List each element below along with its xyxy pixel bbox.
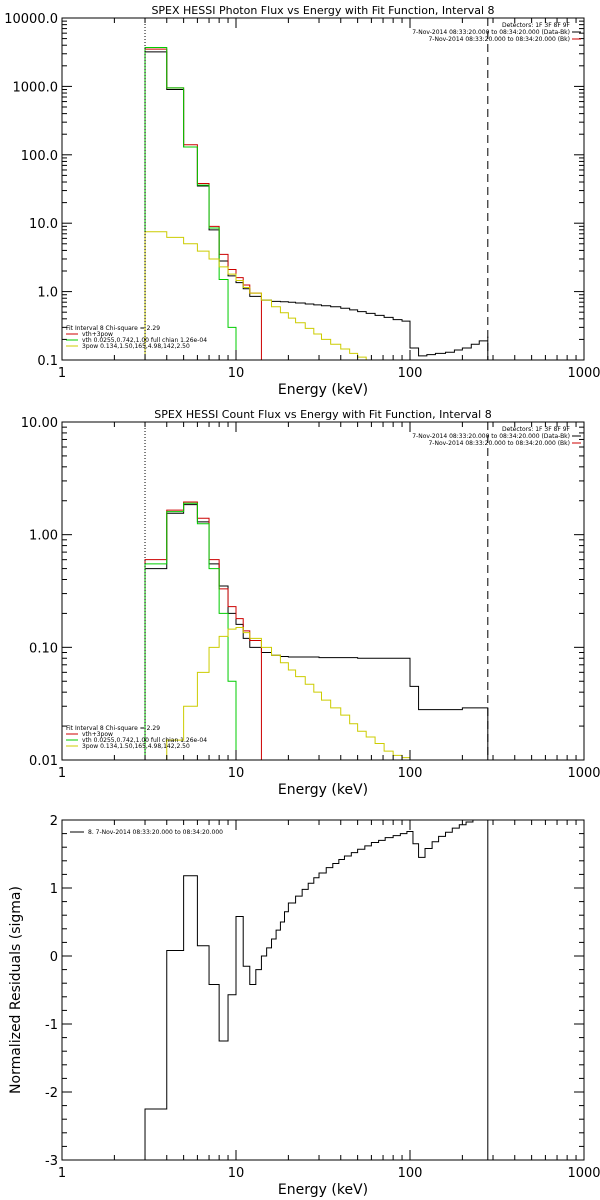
y-tick-label: 0.10 (29, 641, 58, 656)
chart-title: SPEX HESSI Count Flux vs Energy with Fit… (154, 408, 491, 421)
series-line-data-bk (144, 504, 489, 760)
legend-entry: 8. 7-Nov-2014 08:33:20.000 to 08:34:20.0… (88, 829, 223, 836)
y-tick-label: -3 (45, 1154, 58, 1169)
x-tick-label: 1 (58, 766, 66, 781)
plot-frame (61, 421, 585, 761)
x-axis-label: Energy (keV) (278, 782, 368, 798)
legend-entry: vth+3pow (82, 731, 113, 738)
legend-title: Fit Interval 8 Chi-square = 2.29 (66, 725, 160, 732)
x-tick-label: 1000 (567, 366, 600, 381)
y-tick-label: 10000.0 (4, 12, 58, 27)
series-group (144, 501, 489, 760)
series-line-vth-3pow (144, 501, 262, 760)
x-tick-label: 10 (228, 766, 245, 781)
series-line-data-bk (144, 51, 489, 360)
plot-panel-2: SPEX HESSI Count Flux vs Energy with Fit… (21, 408, 600, 798)
series-line-3pow (145, 626, 411, 760)
info-line: 7-Nov-2014 08:33:20.000 to 08:34:20.000 … (412, 433, 570, 440)
y-tick-label: 1 (50, 882, 58, 897)
x-tick-label: 1000 (567, 766, 600, 781)
series-group (144, 47, 489, 360)
plot-frame (61, 819, 585, 1161)
x-tick-label: 100 (398, 1166, 423, 1181)
y-tick-label: 0.01 (29, 754, 58, 769)
x-tick-label: 1000 (567, 1166, 600, 1181)
y-tick-label: 1.0 (37, 286, 58, 301)
y-tick-label: 1.00 (29, 529, 58, 544)
info-line: 7-Nov-2014 08:33:20.000 to 08:34:20.000 … (428, 36, 570, 43)
series-line-vth-3pow (144, 48, 262, 360)
series-line-3pow (144, 231, 385, 360)
legend-entry: 3pow 0.134,1.50,165,4.98,142,2.50 (82, 743, 190, 750)
info-line: 7-Nov-2014 08:33:20.000 to 08:34:20.000 … (412, 29, 570, 36)
x-tick-label: 100 (398, 366, 423, 381)
y-tick-label: 1000.0 (13, 80, 59, 95)
series-line-vth (144, 502, 237, 760)
series-line-8- (144, 820, 489, 1160)
y-tick-label: -2 (45, 1086, 58, 1101)
y-tick-label: 100.0 (21, 149, 58, 164)
y-tick-label: 10.0 (29, 217, 58, 232)
x-tick-label: 1 (58, 1166, 66, 1181)
y-tick-label: 0.1 (37, 354, 58, 369)
chart-title: SPEX HESSI Photon Flux vs Energy with Fi… (151, 4, 494, 17)
legend-title: Fit Interval 8 Chi-square = 2.29 (66, 325, 160, 332)
info-line: 7-Nov-2014 08:33:20.000 to 08:34:20.000 … (428, 440, 570, 447)
info-line: Detectors: 1F 3F 8F 9F (502, 22, 571, 29)
legend-entry: vth+3pow (82, 331, 113, 338)
y-axis-label: Normalized Residuals (sigma) (8, 886, 24, 1094)
legend-entry: 3pow 0.134,1.50,165,4.98,142,2.50 (82, 343, 190, 350)
x-tick-label: 10 (228, 366, 245, 381)
info-line: Detectors: 1F 3F 8F 9F (502, 426, 571, 433)
series-line-vth (144, 47, 237, 360)
y-tick-label: 2 (50, 814, 58, 829)
plot-frame (61, 17, 585, 361)
x-tick-label: 100 (398, 766, 423, 781)
x-tick-label: 1 (58, 366, 66, 381)
legend-entry: vth 0.0255,0.742,1.00 full chian 1.26e-0… (82, 737, 207, 744)
plot-panel-1: SPEX HESSI Photon Flux vs Energy with Fi… (4, 4, 600, 398)
y-tick-label: -1 (45, 1018, 58, 1033)
series-group (144, 820, 489, 1160)
y-tick-label: 10.00 (21, 416, 58, 431)
legend-entry: vth 0.0255,0.742,1.00 full chian 1.26e-0… (82, 337, 207, 344)
plot-panel-3: 1 10 100 1000 -3 -2 -1 0 1 2 Energy (keV) Normalize… (8, 814, 600, 1198)
x-axis-label: Energy (keV) (278, 382, 368, 398)
x-tick-label: 10 (228, 1166, 245, 1181)
x-axis-label: Energy (keV) (278, 1182, 368, 1198)
y-tick-label: 0 (50, 950, 58, 965)
